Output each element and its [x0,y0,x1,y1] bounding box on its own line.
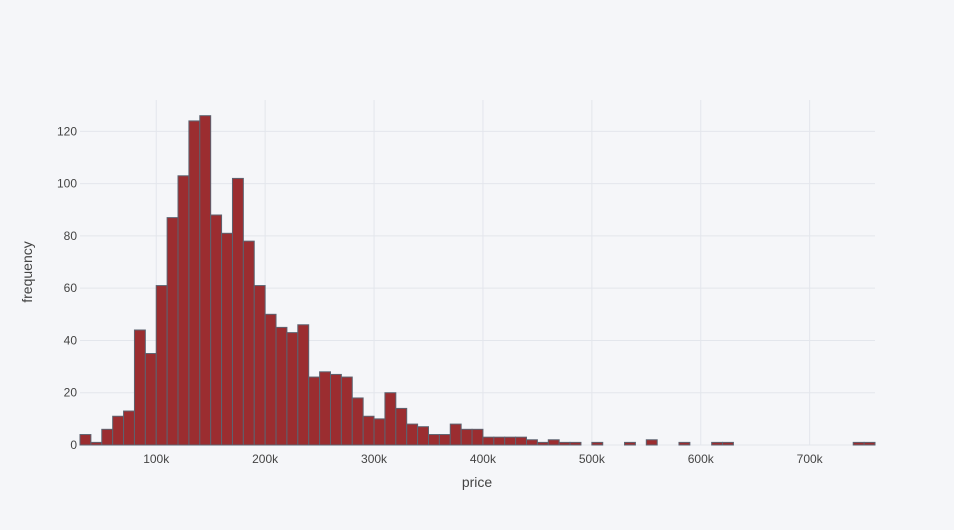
histogram-bar[interactable] [493,436,506,446]
histogram-bar[interactable] [242,240,255,446]
histogram-bar[interactable] [569,441,582,446]
histogram-bar[interactable] [275,326,288,446]
histogram-bar[interactable] [155,285,168,446]
histogram-bar[interactable] [340,376,353,446]
histogram-bar[interactable] [297,324,310,446]
histogram-bar[interactable] [188,120,201,446]
histogram-bar[interactable] [351,397,364,446]
histogram-bar[interactable] [536,441,549,446]
y-tick-label: 80 [64,229,78,243]
histogram-bar[interactable] [329,373,342,446]
histogram-bar[interactable] [504,436,517,446]
x-tick-label: 500k [579,452,606,466]
histogram-bar[interactable] [471,428,484,446]
y-tick-label: 40 [64,333,78,347]
x-axis-ticks: 100k 200k 300k 400k 500k 600k 700k [143,452,823,466]
histogram-bar[interactable] [319,371,331,446]
histogram-bar[interactable] [384,392,397,446]
histogram-bar[interactable] [547,439,560,446]
histogram-bar[interactable] [406,423,419,446]
histogram-bar[interactable] [852,441,865,446]
histogram-bar[interactable] [166,217,179,446]
x-tick-label: 200k [252,452,279,466]
histogram-bar[interactable] [253,285,266,446]
histogram-bar[interactable] [144,353,157,446]
x-tick-label: 700k [797,452,824,466]
histogram-bar[interactable] [558,441,571,446]
histogram-bar[interactable] [308,376,321,446]
histogram-bar[interactable] [591,441,604,446]
x-tick-label: 400k [470,452,497,466]
histogram-bar[interactable] [526,439,538,446]
y-tick-label: 120 [57,124,77,138]
y-tick-label: 60 [64,281,78,295]
histogram-bar[interactable] [199,115,212,446]
y-axis-ticks: 0 20 40 60 80 100 120 [57,124,77,452]
y-tick-label: 0 [70,438,77,452]
histogram-bar[interactable] [264,313,277,446]
histogram-bar[interactable] [373,418,386,446]
x-axis-title: price [462,474,493,490]
histogram-bar[interactable] [460,428,473,446]
x-tick-label: 100k [143,452,170,466]
histogram-bar[interactable] [362,415,375,446]
histogram-bar[interactable] [449,423,462,446]
x-tick-label: 300k [361,452,388,466]
histogram-bar[interactable] [221,232,233,446]
histogram-bar[interactable] [231,177,244,446]
histogram-bar[interactable] [133,329,146,446]
histogram-bar[interactable] [210,214,223,446]
histogram-bars [79,115,876,446]
histogram-bar[interactable] [79,434,92,446]
histogram-bar[interactable] [711,441,724,446]
histogram-bar[interactable] [515,436,528,446]
histogram-bar[interactable] [863,441,876,446]
histogram-bar[interactable] [645,439,658,446]
histogram-bar[interactable] [722,441,734,446]
histogram-bar[interactable] [482,436,495,446]
x-tick-label: 600k [688,452,715,466]
y-axis-title: frequency [19,241,35,302]
histogram-bar[interactable] [624,441,636,446]
histogram-bar[interactable] [438,434,451,446]
histogram-bar[interactable] [90,441,103,446]
histogram-bar[interactable] [101,428,114,446]
histogram-bar[interactable] [123,410,135,446]
histogram-bar[interactable] [678,441,691,446]
histogram-bar[interactable] [395,407,408,446]
y-tick-label: 100 [57,177,77,191]
histogram-bar[interactable] [427,434,440,446]
y-tick-label: 20 [64,386,78,400]
histogram-bar[interactable] [177,175,190,446]
histogram-bar[interactable] [417,426,429,446]
histogram-bar[interactable] [286,332,299,446]
histogram-bar[interactable] [112,415,125,446]
